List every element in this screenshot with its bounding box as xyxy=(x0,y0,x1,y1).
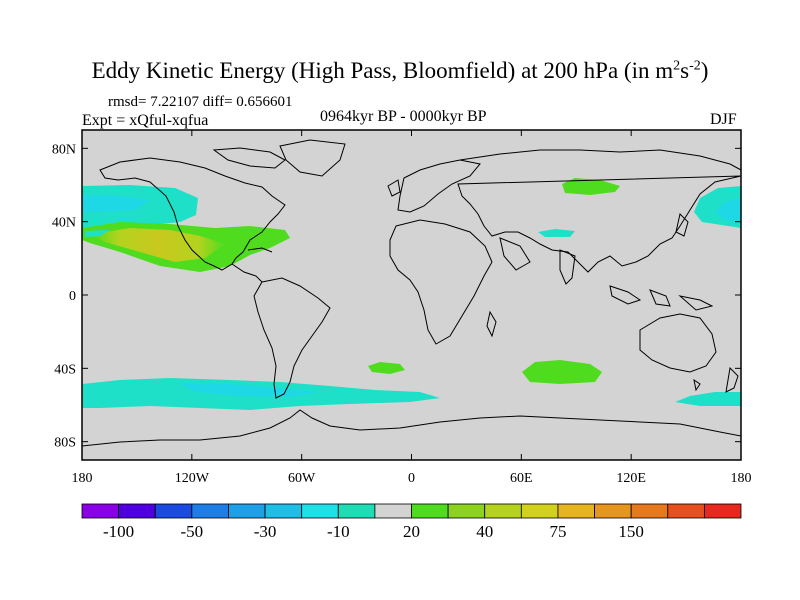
x-tick-label: 60E xyxy=(510,471,533,486)
colorbar-swatch xyxy=(667,503,705,519)
colorbar-swatch xyxy=(630,503,669,519)
colorbar-label: -50 xyxy=(180,522,203,541)
x-tick-label: 180 xyxy=(72,471,93,486)
period-label: 0964kyr BP - 0000kyr BP xyxy=(320,108,487,125)
stats-text: rmsd= 7.22107 diff= 0.656601 xyxy=(108,94,293,110)
colorbar-swatch xyxy=(520,503,559,519)
anomaly-south-atlantic xyxy=(368,362,405,374)
colorbar-swatch xyxy=(264,503,303,519)
y-tick-label: 40S xyxy=(54,362,76,377)
season-label: DJF xyxy=(710,111,737,128)
y-tick-label: 80N xyxy=(52,142,76,157)
colorbar-label: -30 xyxy=(254,522,277,541)
y-tick-label: 40N xyxy=(52,216,76,231)
x-tick-label: 0 xyxy=(408,471,415,486)
x-tick-label: 120W xyxy=(175,471,210,486)
map-background xyxy=(82,130,741,460)
anomaly-middle-east xyxy=(538,229,575,237)
anomaly-southern-ocean-east xyxy=(675,392,741,406)
map-axes: 180 120W 60W 0 60E 120E 180 80N 40N 0 40S 80S xyxy=(52,130,752,486)
colorbar-swatch xyxy=(557,503,595,519)
colorbar-swatch xyxy=(228,503,266,519)
anomaly-central-asia xyxy=(562,178,620,195)
colorbar-swatch xyxy=(374,503,412,519)
anomaly-fields xyxy=(82,139,741,447)
experiment-label: Expt = xQful-xqfua xyxy=(82,112,209,129)
colorbar-swatch xyxy=(594,503,632,519)
colorbar-label: 40 xyxy=(476,522,493,541)
colorbar-swatch xyxy=(301,503,339,519)
colorbar-swatch xyxy=(411,503,449,519)
colorbar-label: 20 xyxy=(403,522,420,541)
colorbar-label: -100 xyxy=(103,522,134,541)
colorbar-swatch xyxy=(484,503,522,519)
colorbar-label: -10 xyxy=(327,522,350,541)
y-tick-label: 80S xyxy=(54,436,76,451)
x-tick-label: 60W xyxy=(288,471,316,486)
x-tick-label: 180 xyxy=(731,471,752,486)
colorbar-swatch xyxy=(191,503,229,519)
coastlines xyxy=(82,139,741,447)
y-tick-label: 0 xyxy=(69,289,76,304)
colorbar: -100 -50 -30 -10 20 40 75 150 xyxy=(81,503,742,541)
colorbar-swatch xyxy=(118,503,156,519)
anomaly-south-indian xyxy=(522,360,602,384)
colorbar-label: 75 xyxy=(549,522,566,541)
colorbar-swatch xyxy=(154,503,193,519)
colorbar-swatch xyxy=(81,503,120,519)
colorbar-label: 150 xyxy=(618,522,644,541)
x-tick-label: 120E xyxy=(616,471,646,486)
colorbar-swatch xyxy=(337,503,376,519)
colorbar-swatch xyxy=(447,503,486,519)
colorbar-swatch xyxy=(703,503,742,519)
map-title: Eddy Kinetic Energy (High Pass, Bloomfie… xyxy=(91,58,709,83)
